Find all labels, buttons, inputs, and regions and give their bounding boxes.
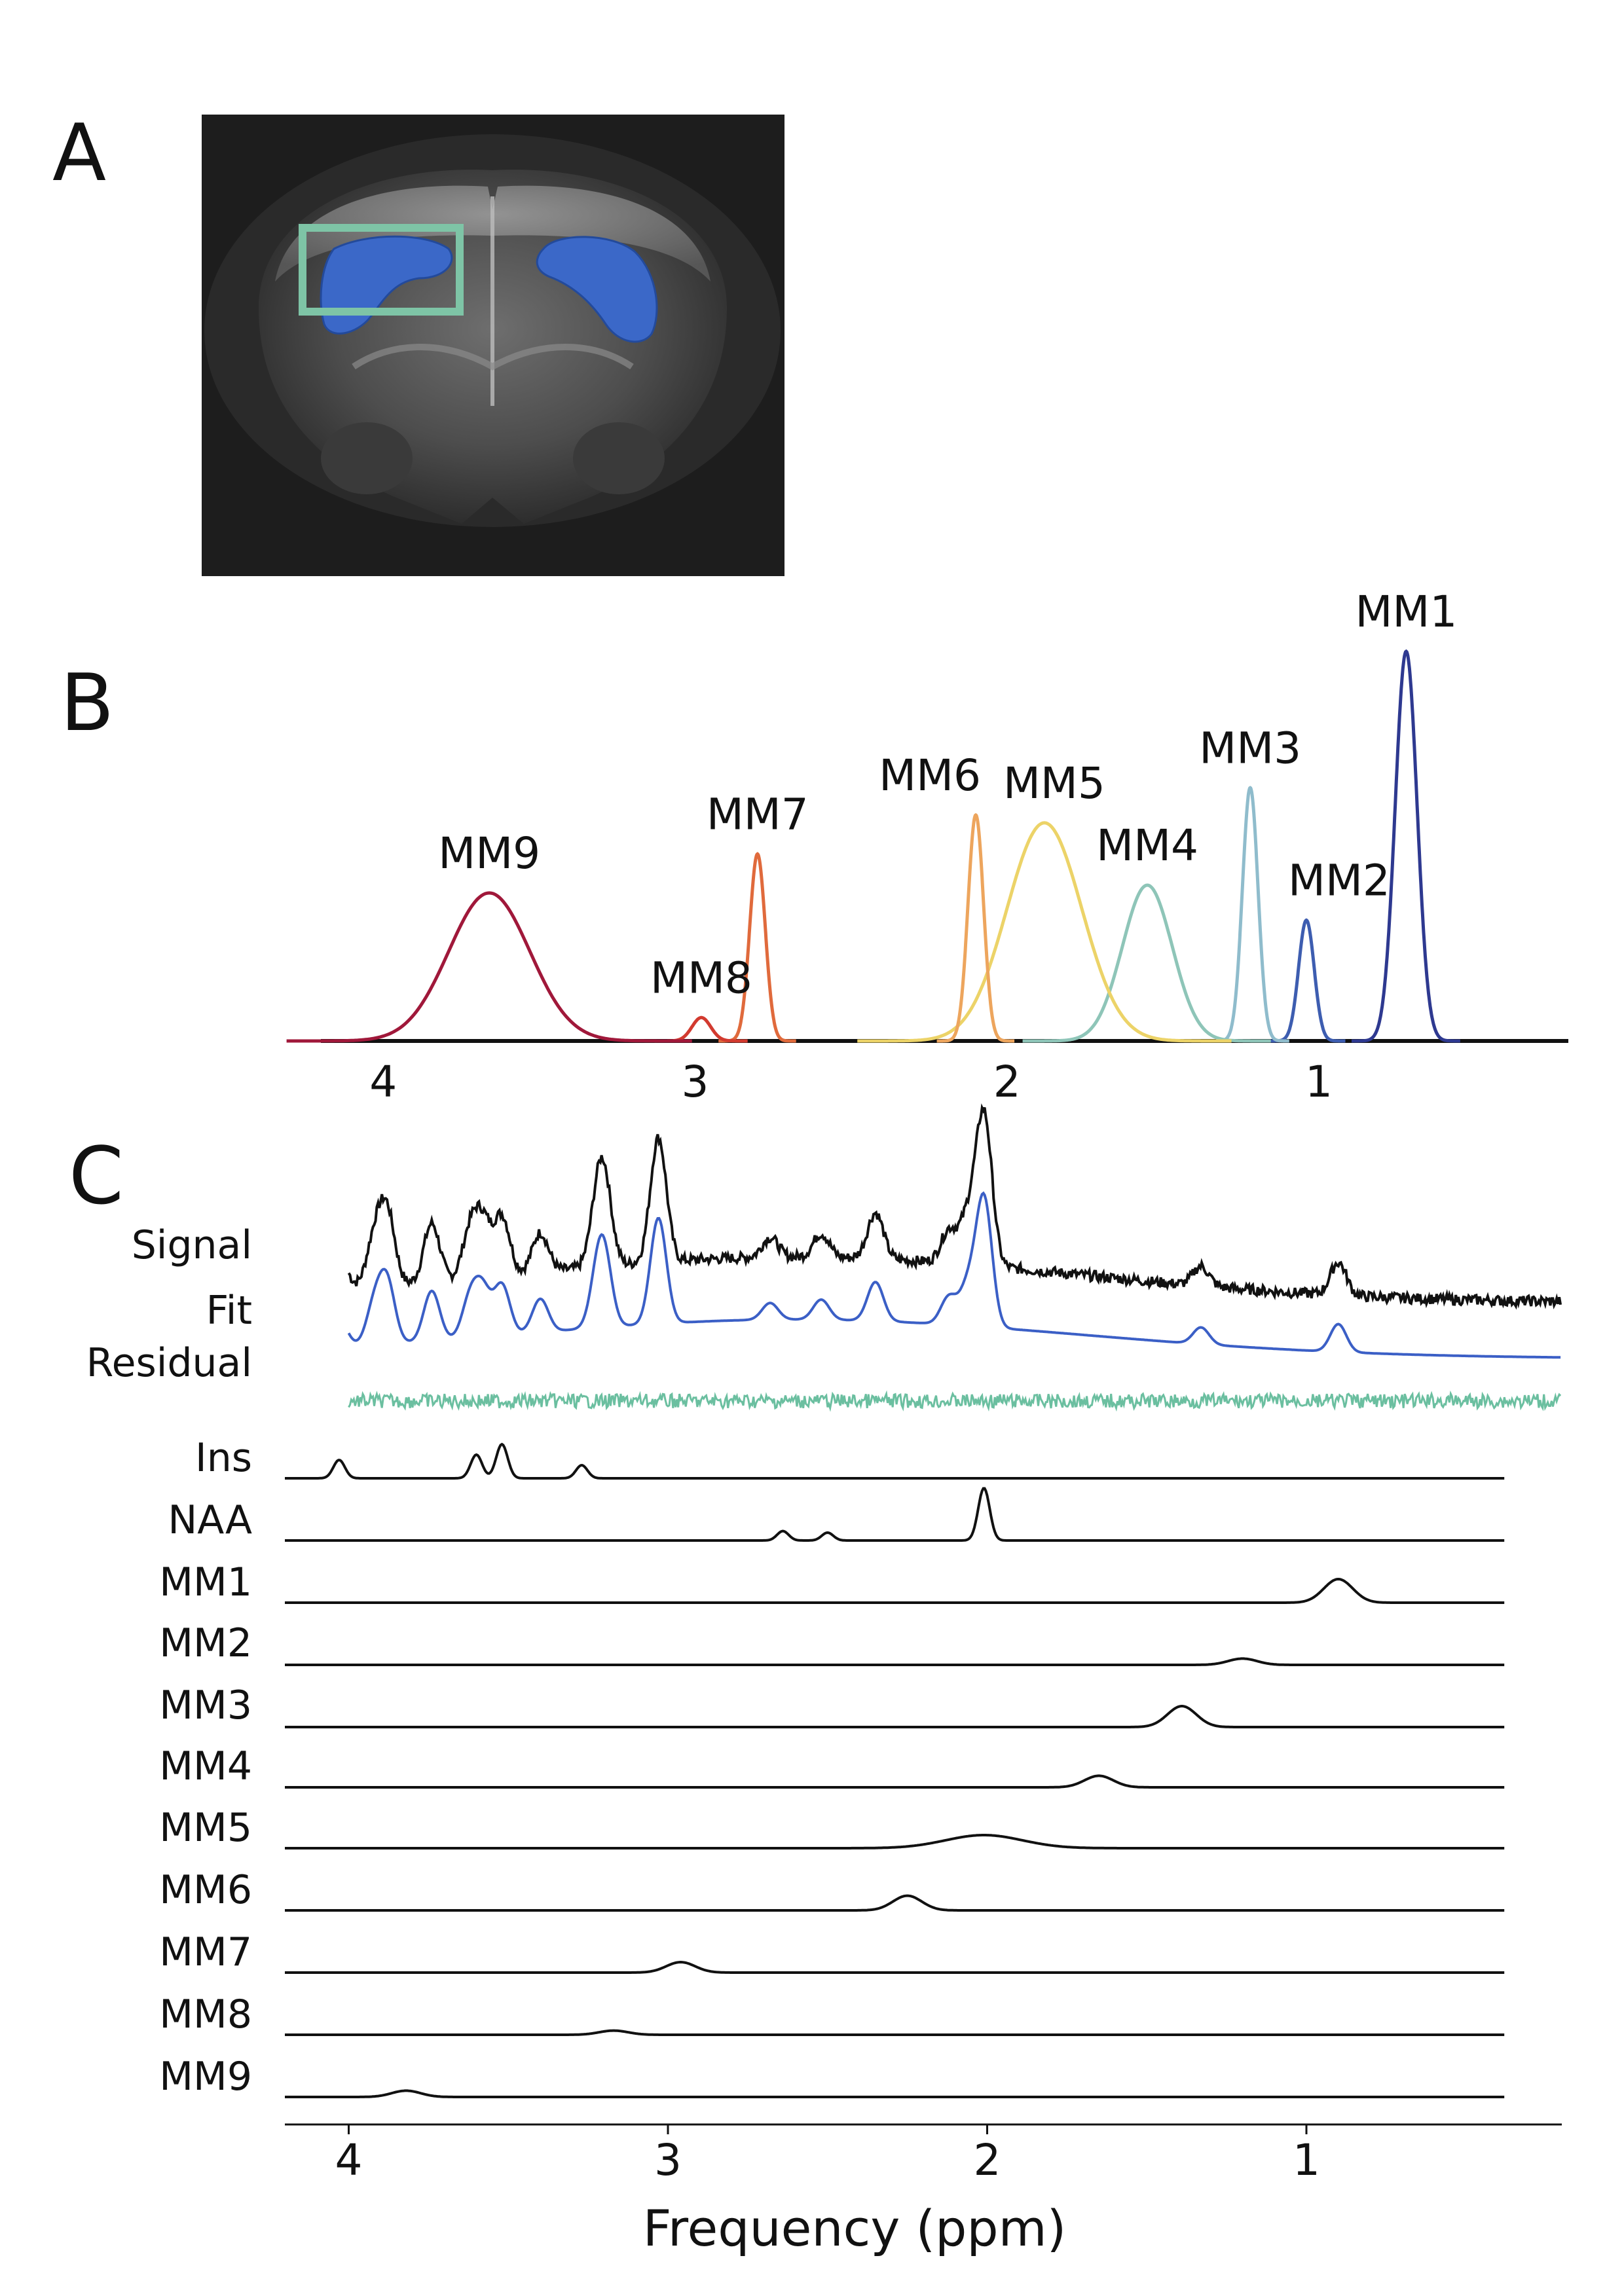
peak-label-mm7: MM7 bbox=[707, 789, 809, 839]
right-striatum-region bbox=[536, 236, 658, 343]
peak-label-mm3: MM3 bbox=[1199, 723, 1301, 773]
trace-mm5 bbox=[285, 1834, 1505, 1850]
peak-label-mm5: MM5 bbox=[1003, 758, 1105, 809]
peak-mm9 bbox=[286, 891, 692, 1043]
panel-c-axis-ticks: 4 3 2 1 bbox=[335, 2124, 1320, 2185]
trace-mm2 bbox=[285, 1657, 1505, 1666]
panel-b-tick-2: 2 bbox=[993, 1057, 1021, 1107]
row-label-naa: NAA bbox=[168, 1497, 252, 1543]
row-label-mm4: MM4 bbox=[159, 1743, 252, 1789]
row-label-mm1: MM1 bbox=[159, 1559, 252, 1605]
voxel-roi-box bbox=[299, 224, 464, 316]
panel-c-tick-4: 4 bbox=[335, 2135, 363, 2185]
row-label-ins: Ins bbox=[195, 1435, 252, 1481]
right-hippocampus bbox=[573, 422, 665, 494]
trace-residual bbox=[348, 1390, 1562, 1412]
peak-label-mm1: MM1 bbox=[1355, 587, 1457, 637]
panel-c-tick-3: 3 bbox=[654, 2135, 682, 2185]
peak-mm1 bbox=[1352, 649, 1460, 1043]
row-label-mm8: MM8 bbox=[159, 1992, 252, 2037]
row-label-signal: Signal bbox=[132, 1222, 252, 1268]
panel-c-traces bbox=[285, 1103, 1562, 2098]
row-label-mm3: MM3 bbox=[159, 1683, 252, 1728]
trace-mm3 bbox=[285, 1705, 1505, 1728]
panel-b-peaks bbox=[286, 649, 1460, 1043]
panel-b-tick-3: 3 bbox=[682, 1057, 709, 1107]
trace-mm4 bbox=[285, 1774, 1505, 1789]
row-label-mm6: MM6 bbox=[159, 1867, 252, 1913]
trace-naa bbox=[285, 1487, 1505, 1542]
left-hippocampus bbox=[321, 422, 413, 494]
peak-mm5 bbox=[857, 821, 1232, 1043]
peak-mm3 bbox=[1211, 786, 1289, 1043]
mouse-brain-mri-icon bbox=[202, 115, 784, 576]
peak-mm2 bbox=[1267, 918, 1346, 1043]
trace-mm9 bbox=[285, 2089, 1505, 2098]
peak-mm7 bbox=[718, 852, 796, 1043]
row-label-mm5: MM5 bbox=[159, 1805, 252, 1851]
panel-b-tick-1: 1 bbox=[1305, 1057, 1333, 1107]
panel-b-axis-ticks: 4 3 2 1 bbox=[369, 1057, 1333, 1107]
trace-fit bbox=[347, 1191, 1561, 1359]
peak-label-mm9: MM9 bbox=[438, 828, 540, 879]
panel-a-letter: A bbox=[52, 108, 106, 199]
panel-c-chart: Signal Fit Residual Ins NAA MM1 MM2 MM3 MM4 MM5 MM… bbox=[86, 1103, 1562, 2257]
panel-c-tick-1: 1 bbox=[1293, 2135, 1320, 2185]
panel-b-tick-4: 4 bbox=[369, 1057, 397, 1107]
row-label-mm2: MM2 bbox=[159, 1620, 252, 1666]
panel-c-row-labels: Signal Fit Residual Ins NAA MM1 MM2 MM3 MM4 MM5 MM… bbox=[86, 1222, 252, 2100]
panel-c-x-axis-title: Frequency (ppm) bbox=[643, 2199, 1067, 2257]
row-label-residual: Residual bbox=[86, 1340, 252, 1386]
trace-mm1 bbox=[285, 1577, 1505, 1604]
trace-ins bbox=[285, 1442, 1505, 1480]
peak-label-mm4: MM4 bbox=[1096, 820, 1198, 871]
panel-c-tick-2: 2 bbox=[974, 2135, 1001, 2185]
peak-label-mm8: MM8 bbox=[650, 953, 752, 1003]
trace-mm7 bbox=[285, 1960, 1505, 1974]
trace-mm6 bbox=[285, 1894, 1505, 1912]
corpus-callosum bbox=[352, 344, 634, 371]
trace-mm8 bbox=[285, 2029, 1505, 2036]
panel-c-letter: C bbox=[69, 1131, 124, 1222]
trace-signal bbox=[347, 1103, 1562, 1310]
peak-label-mm6: MM6 bbox=[879, 750, 981, 801]
row-label-mm9: MM9 bbox=[159, 2054, 252, 2100]
row-label-fit: Fit bbox=[206, 1288, 252, 1334]
panel-b-letter: B bbox=[60, 658, 114, 749]
peak-mm6 bbox=[936, 812, 1015, 1043]
row-label-mm7: MM7 bbox=[159, 1929, 252, 1975]
peak-label-mm2: MM2 bbox=[1288, 856, 1390, 906]
